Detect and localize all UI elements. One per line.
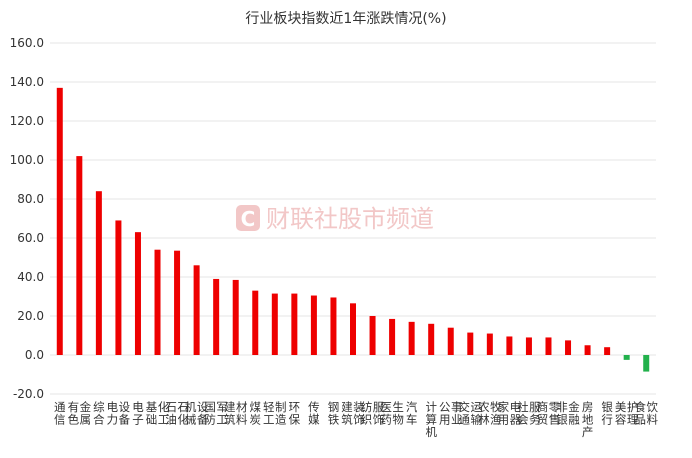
bar: [389, 318, 396, 355]
y-tick-label: 80.0: [17, 192, 44, 206]
bar: [134, 232, 141, 355]
bar: [154, 249, 161, 355]
bar: [213, 278, 220, 355]
x-tick-label: 传媒: [308, 400, 320, 427]
y-tick-label: 160.0: [10, 36, 44, 50]
x-tick-label: 机械设备: [185, 400, 209, 427]
bar: [486, 333, 493, 355]
y-tick-label: 100.0: [10, 153, 44, 167]
x-tick-label: 非银金融: [556, 400, 580, 427]
bar: [428, 323, 435, 355]
y-tick-label: 120.0: [10, 114, 44, 128]
x-tick-label: 交通运输: [459, 400, 483, 427]
x-tick-label: 房地产: [582, 400, 594, 439]
bar: [545, 337, 552, 355]
bar: [467, 332, 474, 355]
x-tick-label: 计算机: [425, 400, 437, 439]
chart-title: 行业板块指数近1年涨跌情况(%): [245, 11, 446, 27]
gridlines: [50, 42, 656, 395]
x-tick-label: 钢铁: [328, 400, 340, 427]
x-tick-label: 轻工制造: [263, 400, 287, 427]
y-axis: -20.0 0.0 20.0 40.0 60.0 80.0 100.0 120.0 140.0 1…: [10, 36, 44, 401]
y-tick-label: 0.0: [25, 348, 44, 362]
x-tick-label: 商贸零售: [537, 400, 561, 427]
watermark-logo-box: [236, 205, 260, 231]
x-tick-label: 建筑材料: [224, 400, 248, 427]
bar: [174, 250, 181, 355]
y-tick-label: -20.0: [13, 387, 44, 401]
x-tick-label: 社会服务: [517, 400, 541, 427]
x-tick-label: 家用电器: [498, 400, 522, 427]
x-tick-label: 国防军工: [204, 400, 228, 427]
bar: [525, 337, 532, 355]
x-tick-label: 石油石化: [165, 400, 189, 427]
bar: [643, 355, 650, 372]
bar: [271, 293, 278, 355]
x-tick-label: 基础化工: [146, 400, 170, 427]
bar: [232, 279, 239, 355]
x-tick-label: 食品饮料: [634, 400, 658, 427]
watermark-text: 财联社股市频道: [266, 205, 434, 233]
x-tick-label: 美容护理: [615, 400, 639, 427]
x-tick-label: 公用事业: [439, 400, 463, 427]
x-tick-label: 环保: [289, 400, 301, 427]
x-tick-label: 农林牧渔: [478, 400, 502, 427]
y-tick-label: 20.0: [17, 309, 44, 323]
watermark-logo-glyph: C: [241, 207, 256, 231]
x-tick-label: 医药生物: [380, 400, 404, 427]
bar: [56, 87, 63, 355]
bar: [330, 297, 337, 355]
x-axis: 通信有色金属综合电力设备电子基础化工石油石化机械设备国防军工建筑材料煤炭轻工制造…: [54, 400, 658, 439]
bar: [350, 303, 356, 355]
x-tick-label: 综合: [93, 400, 105, 427]
bar: [310, 295, 317, 355]
x-tick-label: 煤炭: [250, 400, 262, 427]
x-tick-label: 纺织服饰: [361, 400, 385, 427]
x-tick-label: 建筑装饰: [341, 400, 365, 427]
bar: [447, 327, 454, 355]
bar: [604, 347, 611, 355]
y-tick-label: 140.0: [10, 75, 44, 89]
x-tick-label: 汽车: [406, 400, 418, 427]
bar: [565, 340, 572, 355]
bar: [623, 355, 630, 360]
watermark: C 财联社股市频道: [236, 205, 434, 233]
x-tick-label: 电子: [132, 400, 144, 427]
bars: [56, 87, 650, 372]
bar: [584, 345, 591, 355]
x-tick-label: 通信: [54, 400, 66, 427]
bar: [252, 290, 259, 355]
bar: [291, 293, 298, 355]
bar: [95, 191, 102, 355]
x-tick-label: 电力设备: [107, 400, 131, 427]
x-tick-label: 银行: [601, 400, 613, 427]
bar: [193, 265, 200, 355]
bar: [506, 336, 513, 355]
bar: [76, 156, 83, 355]
bar: [369, 316, 376, 355]
y-tick-label: 40.0: [17, 270, 44, 284]
y-tick-label: 60.0: [17, 231, 44, 245]
bar: [115, 220, 122, 355]
x-tick-label: 有色金属: [68, 400, 92, 427]
bar: [408, 321, 415, 355]
